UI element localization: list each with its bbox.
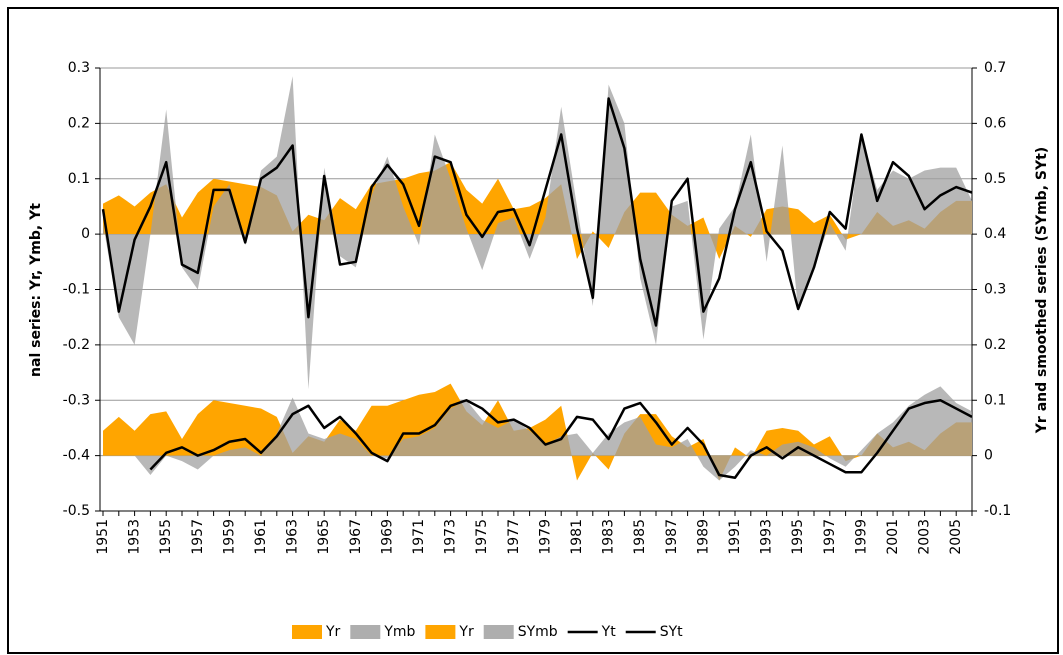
area — [103, 76, 972, 390]
x-tick-label: 2003 — [917, 519, 933, 555]
chart-frame — [7, 7, 1059, 654]
x-tick-label: 1961 — [253, 519, 269, 555]
x-tick-label: 1969 — [379, 519, 395, 555]
y2-tick-label: 0.4 — [984, 226, 1006, 242]
legend-label: Yr — [458, 624, 474, 640]
x-tick-label: 1985 — [632, 519, 648, 555]
y-tick-label: 0.3 — [68, 60, 90, 76]
x-tick-label: 1967 — [348, 519, 364, 555]
area — [103, 162, 972, 260]
x-tick-label: 1987 — [664, 519, 680, 555]
x-tick-label: 1953 — [127, 519, 143, 555]
x-tick-label: 1997 — [822, 519, 838, 555]
line — [149, 399, 973, 480]
line — [101, 97, 973, 327]
x-tick-label: 1989 — [695, 519, 711, 555]
y2-tick-label: 0.6 — [984, 115, 1006, 131]
legend-swatch — [292, 625, 322, 639]
y2-tick-label: 0 — [984, 448, 993, 464]
y2-tick-label: -0.1 — [984, 503, 1011, 519]
y-tick-label: -0.5 — [63, 503, 90, 519]
y2-tick-label: 0.3 — [984, 282, 1006, 298]
legend-swatch — [425, 625, 456, 639]
y2-tick-label: 0.5 — [984, 171, 1006, 187]
y-tick-label: -0.1 — [63, 282, 90, 298]
y-tick-label: -0.4 — [63, 448, 90, 464]
y-tick-label: 0 — [81, 226, 90, 242]
y2-tick-label: 0.1 — [984, 392, 1006, 408]
x-tick-label: 1977 — [506, 519, 522, 555]
x-tick-label: 1983 — [601, 519, 617, 555]
x-tick-label: 1959 — [221, 519, 237, 555]
x-tick-label: 1981 — [569, 519, 585, 555]
x-tick-label: 1955 — [158, 519, 174, 555]
x-tick-label: 2005 — [948, 519, 964, 555]
x-tick-label: 1971 — [411, 519, 427, 555]
y-tick-label: 0.2 — [68, 115, 90, 131]
legend-label: Yt — [601, 624, 617, 640]
x-tick-label: 1995 — [790, 519, 806, 555]
x-tick-label: 1993 — [759, 519, 775, 555]
legend-swatch — [350, 625, 381, 639]
x-tick-label: 1999 — [853, 519, 869, 555]
x-tick-label: 1991 — [727, 519, 743, 555]
legend-label: SYt — [660, 624, 683, 640]
legend-swatch — [483, 625, 514, 639]
y2-tick-label: 0.7 — [984, 60, 1006, 76]
x-tick-label: 1975 — [474, 519, 490, 555]
x-tick-label: 1973 — [443, 519, 459, 555]
area — [134, 386, 973, 481]
y2-axis-title: Yr and smoothed series (SYmb, SYt) — [1034, 147, 1050, 434]
y-tick-label: -0.2 — [63, 337, 90, 353]
x-tick-label: 1957 — [190, 519, 206, 555]
legend-label: SYmb — [518, 624, 558, 640]
x-tick-label: 1965 — [316, 519, 332, 555]
y2-tick-label: 0.2 — [984, 337, 1006, 353]
area — [103, 383, 972, 481]
x-tick-label: 1979 — [537, 519, 553, 555]
y-tick-label: 0.1 — [68, 171, 90, 187]
legend-label: Yr — [325, 624, 341, 640]
x-tick-label: 2001 — [885, 519, 901, 555]
y-axis-title: nal series: Yr, Ymb, Yt — [28, 203, 44, 377]
legend-label: Ymb — [383, 624, 415, 640]
x-tick-label: 1951 — [95, 519, 111, 555]
x-tick-label: 1963 — [285, 519, 301, 555]
y-tick-label: -0.3 — [63, 392, 90, 408]
